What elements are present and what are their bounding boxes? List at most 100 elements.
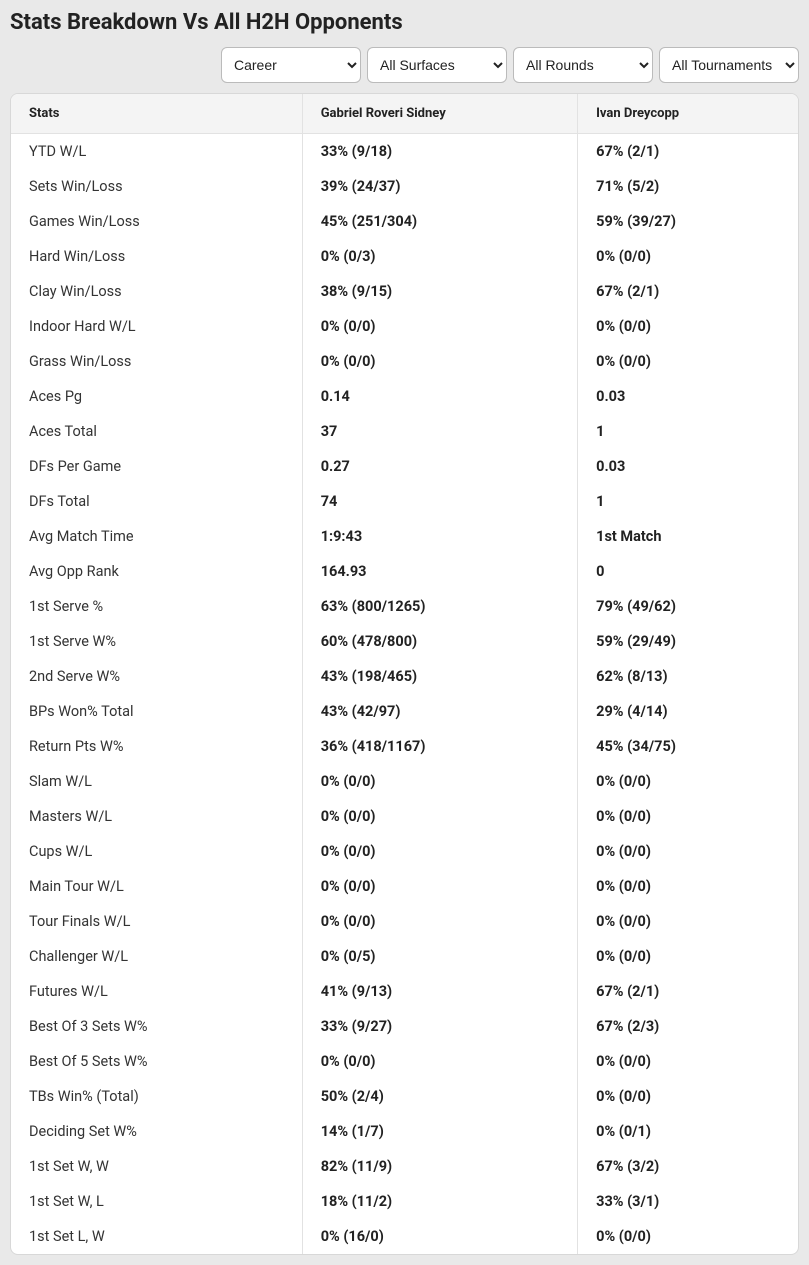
table-row: Best Of 5 Sets W%0% (0/0)0% (0/0) bbox=[11, 1044, 798, 1079]
stat-value-player2: 0% (0/0) bbox=[578, 939, 798, 974]
stat-value-player1: 0% (0/0) bbox=[302, 1044, 577, 1079]
stat-value-player2: 67% (2/1) bbox=[578, 974, 798, 1009]
col-header-stats: Stats bbox=[11, 94, 302, 134]
stat-value-player1: 1:9:43 bbox=[302, 519, 577, 554]
table-header-row: Stats Gabriel Roveri Sidney Ivan Dreycop… bbox=[11, 94, 798, 134]
stat-value-player1: 0% (0/0) bbox=[302, 799, 577, 834]
stat-value-player1: 0% (0/3) bbox=[302, 239, 577, 274]
stat-label: Grass Win/Loss bbox=[11, 344, 302, 379]
stat-value-player1: 45% (251/304) bbox=[302, 204, 577, 239]
stat-value-player2: 67% (2/1) bbox=[578, 134, 798, 170]
stat-value-player2: 29% (4/14) bbox=[578, 694, 798, 729]
stat-value-player1: 39% (24/37) bbox=[302, 169, 577, 204]
stat-value-player1: 0% (0/0) bbox=[302, 344, 577, 379]
table-row: 1st Set L, W0% (16/0)0% (0/0) bbox=[11, 1219, 798, 1254]
stat-value-player2: 0% (0/0) bbox=[578, 764, 798, 799]
stat-value-player2: 1 bbox=[578, 484, 798, 519]
stat-label: Clay Win/Loss bbox=[11, 274, 302, 309]
table-row: DFs Per Game0.270.03 bbox=[11, 449, 798, 484]
stat-label: Indoor Hard W/L bbox=[11, 309, 302, 344]
stat-value-player2: 59% (39/27) bbox=[578, 204, 798, 239]
table-row: Deciding Set W%14% (1/7)0% (0/1) bbox=[11, 1114, 798, 1149]
stat-label: Challenger W/L bbox=[11, 939, 302, 974]
stat-label: Games Win/Loss bbox=[11, 204, 302, 239]
table-row: Cups W/L0% (0/0)0% (0/0) bbox=[11, 834, 798, 869]
stat-label: DFs Per Game bbox=[11, 449, 302, 484]
table-row: Masters W/L0% (0/0)0% (0/0) bbox=[11, 799, 798, 834]
stat-label: DFs Total bbox=[11, 484, 302, 519]
table-row: YTD W/L33% (9/18)67% (2/1) bbox=[11, 134, 798, 170]
stat-label: 1st Set L, W bbox=[11, 1219, 302, 1254]
stat-value-player2: 0% (0/0) bbox=[578, 1219, 798, 1254]
stat-value-player2: 0% (0/0) bbox=[578, 869, 798, 904]
stat-value-player1: 0% (0/0) bbox=[302, 764, 577, 799]
stat-label: Main Tour W/L bbox=[11, 869, 302, 904]
stat-value-player1: 0% (0/0) bbox=[302, 309, 577, 344]
stat-value-player1: 60% (478/800) bbox=[302, 624, 577, 659]
stat-value-player1: 41% (9/13) bbox=[302, 974, 577, 1009]
col-header-player2: Ivan Dreycopp bbox=[578, 94, 798, 134]
stat-value-player2: 33% (3/1) bbox=[578, 1184, 798, 1219]
stat-value-player2: 59% (29/49) bbox=[578, 624, 798, 659]
stat-value-player2: 0% (0/0) bbox=[578, 239, 798, 274]
stat-value-player2: 0% (0/0) bbox=[578, 904, 798, 939]
stat-value-player2: 79% (49/62) bbox=[578, 589, 798, 624]
stat-label: Sets Win/Loss bbox=[11, 169, 302, 204]
stat-label: Best Of 5 Sets W% bbox=[11, 1044, 302, 1079]
table-row: DFs Total741 bbox=[11, 484, 798, 519]
stat-label: 1st Serve % bbox=[11, 589, 302, 624]
stat-value-player1: 14% (1/7) bbox=[302, 1114, 577, 1149]
stat-label: Avg Match Time bbox=[11, 519, 302, 554]
stat-value-player1: 74 bbox=[302, 484, 577, 519]
table-row: Return Pts W%36% (418/1167)45% (34/75) bbox=[11, 729, 798, 764]
stat-value-player2: 0.03 bbox=[578, 449, 798, 484]
stat-value-player2: 0% (0/0) bbox=[578, 1079, 798, 1114]
table-row: Tour Finals W/L0% (0/0)0% (0/0) bbox=[11, 904, 798, 939]
stat-value-player1: 50% (2/4) bbox=[302, 1079, 577, 1114]
table-row: Best Of 3 Sets W%33% (9/27)67% (2/3) bbox=[11, 1009, 798, 1044]
table-row: Hard Win/Loss0% (0/3)0% (0/0) bbox=[11, 239, 798, 274]
table-row: 1st Set W, L18% (11/2)33% (3/1) bbox=[11, 1184, 798, 1219]
stat-value-player1: 38% (9/15) bbox=[302, 274, 577, 309]
table-row: Aces Pg0.140.03 bbox=[11, 379, 798, 414]
stat-label: 1st Set W, L bbox=[11, 1184, 302, 1219]
stats-table: Stats Gabriel Roveri Sidney Ivan Dreycop… bbox=[11, 94, 798, 1254]
stat-label: 1st Set W, W bbox=[11, 1149, 302, 1184]
stat-value-player2: 1st Match bbox=[578, 519, 798, 554]
filter-round-select[interactable]: All Rounds bbox=[513, 47, 653, 83]
stat-label: TBs Win% (Total) bbox=[11, 1079, 302, 1114]
stat-value-player1: 43% (198/465) bbox=[302, 659, 577, 694]
stat-label: Futures W/L bbox=[11, 974, 302, 1009]
stat-value-player2: 67% (2/3) bbox=[578, 1009, 798, 1044]
stat-value-player2: 0 bbox=[578, 554, 798, 589]
filter-period-select[interactable]: Career bbox=[221, 47, 361, 83]
stat-value-player2: 0% (0/0) bbox=[578, 309, 798, 344]
stat-value-player1: 0% (0/5) bbox=[302, 939, 577, 974]
stat-value-player1: 63% (800/1265) bbox=[302, 589, 577, 624]
stat-value-player1: 0% (0/0) bbox=[302, 869, 577, 904]
table-row: Games Win/Loss45% (251/304)59% (39/27) bbox=[11, 204, 798, 239]
stat-label: 1st Serve W% bbox=[11, 624, 302, 659]
filter-surface-select[interactable]: All Surfaces bbox=[367, 47, 507, 83]
stat-value-player2: 67% (2/1) bbox=[578, 274, 798, 309]
stat-label: Best Of 3 Sets W% bbox=[11, 1009, 302, 1044]
col-header-player1: Gabriel Roveri Sidney bbox=[302, 94, 577, 134]
table-row: Aces Total371 bbox=[11, 414, 798, 449]
stat-label: Hard Win/Loss bbox=[11, 239, 302, 274]
stat-value-player2: 0.03 bbox=[578, 379, 798, 414]
stat-value-player1: 37 bbox=[302, 414, 577, 449]
stat-value-player1: 0.27 bbox=[302, 449, 577, 484]
stat-label: Slam W/L bbox=[11, 764, 302, 799]
table-row: Grass Win/Loss0% (0/0)0% (0/0) bbox=[11, 344, 798, 379]
table-row: Indoor Hard W/L0% (0/0)0% (0/0) bbox=[11, 309, 798, 344]
stat-value-player1: 164.93 bbox=[302, 554, 577, 589]
stat-label: Masters W/L bbox=[11, 799, 302, 834]
table-row: 1st Serve %63% (800/1265)79% (49/62) bbox=[11, 589, 798, 624]
table-row: BPs Won% Total43% (42/97)29% (4/14) bbox=[11, 694, 798, 729]
stat-value-player1: 82% (11/9) bbox=[302, 1149, 577, 1184]
stat-label: Return Pts W% bbox=[11, 729, 302, 764]
stat-value-player1: 33% (9/18) bbox=[302, 134, 577, 170]
stat-label: Avg Opp Rank bbox=[11, 554, 302, 589]
table-row: Avg Match Time1:9:431st Match bbox=[11, 519, 798, 554]
filter-tournament-select[interactable]: All Tournaments bbox=[659, 47, 799, 83]
